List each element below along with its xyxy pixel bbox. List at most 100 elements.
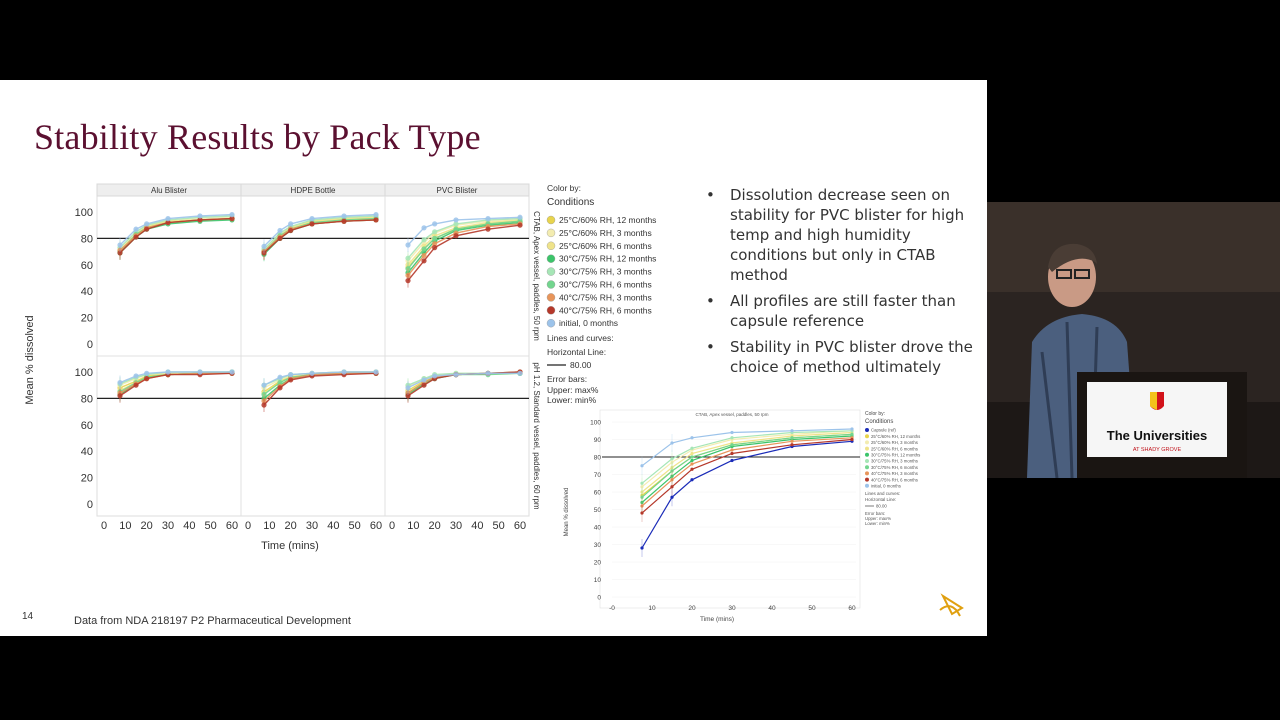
legend-entry: 40°C/75% RH, 6 months	[559, 305, 652, 315]
data-point	[197, 369, 203, 375]
x-tick-label: 40	[327, 520, 339, 532]
data-point	[432, 229, 438, 235]
small-legend-lines-title: Lines and curves:	[865, 491, 900, 496]
series-line	[263, 213, 377, 247]
small-data-point	[690, 478, 694, 482]
slide: Stability Results by Pack Type Alu Blist…	[0, 80, 987, 636]
small-legend-swatch	[865, 440, 869, 445]
legend-swatch	[546, 254, 556, 263]
data-point	[432, 245, 438, 251]
y-tick-label: 80	[81, 393, 93, 405]
small-x-tick-label: 50	[808, 605, 816, 612]
series-line	[263, 372, 376, 402]
data-point	[133, 234, 139, 240]
small-x-tick-label: 30	[728, 605, 736, 612]
podium-sublabel: AT SHADY GROVE	[1133, 447, 1182, 453]
small-data-point	[640, 546, 644, 550]
small-data-point	[690, 436, 694, 440]
series-line	[407, 220, 521, 270]
data-point	[229, 216, 235, 222]
small-legend-heading: Color by:	[865, 411, 885, 417]
data-point	[261, 402, 267, 408]
data-point	[453, 233, 459, 239]
data-point	[485, 370, 491, 376]
series-line	[407, 219, 521, 266]
legend-swatch	[546, 318, 556, 328]
data-point	[197, 217, 203, 223]
faceted-chart: Alu Blister HDPE Bottle PVC Blister 0 20 40 60…	[24, 183, 656, 552]
small-data-point	[640, 511, 644, 515]
small-legend-swatch	[865, 465, 869, 470]
small-data-point	[730, 430, 734, 435]
series-line	[407, 224, 521, 282]
small-legend-entry: 25°C/60% RH, 12 months	[871, 434, 920, 439]
data-point	[421, 258, 427, 264]
x-tick-label: 30	[450, 520, 462, 532]
legend-errorbars-title: Error bars:	[547, 374, 587, 384]
legend-entry: 40°C/75% RH, 3 months	[559, 292, 652, 302]
data-point	[144, 376, 150, 382]
data-point	[144, 226, 150, 232]
x-tick-label: 60	[226, 520, 238, 532]
y-tick-label: 40	[81, 286, 93, 298]
logo-shape	[940, 593, 964, 616]
series-line	[407, 221, 521, 274]
small-data-point	[670, 441, 674, 445]
small-y-tick-label: 70	[594, 472, 602, 479]
small-legend-errorbars-title: Error bars:	[865, 511, 885, 516]
small-legend-swatch	[865, 434, 869, 439]
data-point	[432, 235, 438, 241]
data-point	[453, 372, 459, 378]
small-legend-hline-title: Horizontal Line:	[865, 497, 896, 502]
legend-errorbars-upper: Upper: max%	[547, 385, 599, 395]
x-tick-label: 20	[429, 520, 441, 532]
y-tick-label: 20	[81, 473, 93, 485]
small-data-point	[670, 485, 674, 489]
data-point	[144, 221, 150, 227]
small-y-axis-title: Mean % dissolved	[564, 488, 570, 537]
small-series-line	[641, 440, 853, 549]
small-x-tick-label: -0	[609, 605, 615, 612]
small-legend-hline-value: 80.00	[876, 504, 887, 509]
panel-title: Alu Blister	[151, 186, 187, 195]
data-point	[117, 379, 123, 386]
y-tick-label: 100	[75, 207, 93, 219]
x-tick-label: 30	[162, 520, 174, 532]
series-line	[119, 213, 233, 246]
small-legend-entry: 40°C/75% RH, 3 months	[871, 471, 918, 476]
data-point	[405, 278, 411, 284]
series-line	[119, 217, 233, 254]
series-line	[119, 371, 232, 384]
podium-label: The Universities	[1107, 428, 1207, 443]
legend-hline-title: Horizontal Line:	[547, 347, 606, 357]
podium: The Universities AT SHADY GROVE	[1077, 372, 1247, 478]
x-tick-label: 20	[285, 520, 297, 532]
data-point	[309, 216, 315, 222]
data-point	[453, 221, 459, 227]
data-point	[341, 218, 347, 224]
x-tick-label: 50	[205, 520, 217, 532]
small-legend-entry: 30°C/75% RH, 3 months	[871, 459, 918, 464]
small-series-line	[641, 433, 853, 498]
small-series-line	[641, 430, 853, 484]
small-y-tick-label: 90	[594, 437, 602, 444]
small-legend-swatch	[865, 483, 869, 488]
data-point	[373, 212, 379, 218]
data-point	[165, 216, 171, 222]
x-tick-label: 20	[141, 520, 153, 532]
data-point	[432, 241, 438, 247]
data-point	[405, 393, 411, 399]
data-point	[309, 221, 315, 227]
chart-frame	[96, 183, 530, 517]
small-y-tick-label: 40	[594, 525, 602, 532]
data-point	[117, 242, 123, 248]
series-line	[263, 215, 377, 250]
x-tick-label: 0	[101, 520, 107, 532]
y-tick-label: 0	[87, 339, 93, 351]
speaker-video-scene: The Universities AT SHADY GROVE	[987, 202, 1280, 478]
data-point	[341, 369, 347, 375]
data-point	[197, 213, 203, 219]
small-legend-swatch	[865, 477, 869, 482]
panel-title: HDPE Bottle	[291, 186, 336, 195]
small-legend-swatch	[865, 452, 869, 457]
